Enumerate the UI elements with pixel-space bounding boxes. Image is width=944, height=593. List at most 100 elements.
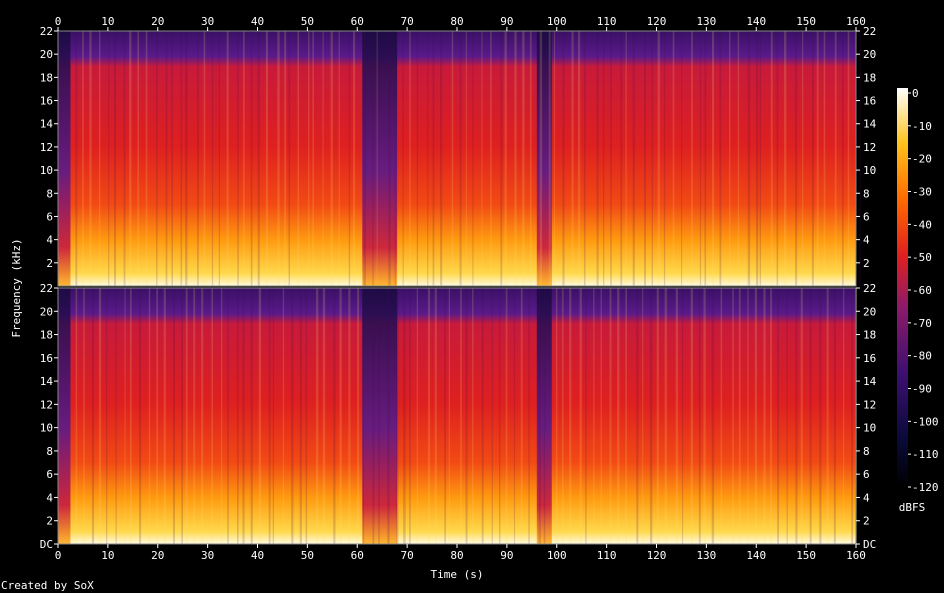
texture-stripe (277, 31, 280, 286)
y-tick-label: 12 (40, 398, 53, 411)
x-tick-label: 70 (401, 549, 414, 562)
texture-stripe (690, 288, 693, 544)
x-tick-label: 10 (101, 15, 114, 28)
texture-stripe (353, 31, 356, 286)
texture-stripe (823, 31, 826, 286)
texture-stripe (732, 288, 734, 544)
texture-stripe (448, 288, 451, 544)
texture-stripe (663, 31, 666, 286)
texture-stripe (83, 288, 85, 544)
texture-stripe (664, 288, 668, 544)
y-tick-label: 4 (46, 234, 53, 247)
y-tick-label: 18 (863, 71, 876, 84)
texture-stripe (603, 31, 605, 286)
texture-stripe (172, 288, 175, 544)
channel-2-field (58, 288, 856, 544)
colorbar-tick-label: -40 (912, 218, 932, 231)
texture-stripe (156, 31, 158, 286)
y-tick-label: 16 (40, 352, 53, 365)
x-tick-label: 160 (846, 15, 866, 28)
texture-stripe (451, 31, 454, 286)
spectrogram-channel-1 (57, 30, 862, 287)
texture-stripe (632, 31, 635, 286)
texture-stripe (651, 31, 653, 286)
y-tick-label: 8 (46, 445, 53, 458)
texture-stripe (538, 288, 541, 544)
texture-stripe (786, 288, 788, 544)
x-tick-label: 120 (647, 549, 667, 562)
texture-stripe (444, 288, 446, 544)
colorbar-tick-label: -80 (912, 350, 932, 363)
texture-stripe (826, 288, 829, 544)
x-tick-label: 90 (500, 549, 513, 562)
y-tick-label: DC (40, 538, 53, 551)
texture-stripe (625, 288, 628, 544)
texture-stripe (539, 31, 543, 286)
texture-stripe (747, 31, 751, 286)
y-tick-label: 14 (863, 375, 877, 388)
texture-stripe (577, 31, 581, 286)
texture-stripe (620, 31, 623, 286)
texture-stripe (137, 31, 140, 286)
texture-stripe (348, 31, 351, 286)
quiet-segment (536, 288, 552, 544)
texture-stripe (569, 288, 572, 544)
texture-stripe (339, 288, 342, 544)
texture-stripe (610, 31, 612, 286)
y-tick-label: 2 (46, 257, 53, 270)
texture-stripe (553, 31, 556, 286)
texture-stripe (472, 288, 474, 544)
y-tick-label: 18 (40, 71, 53, 84)
texture-stripe (490, 31, 492, 286)
texture-stripe (816, 31, 819, 286)
x-tick-label: 120 (647, 15, 667, 28)
x-tick-label: 80 (450, 15, 463, 28)
texture-stripe (513, 288, 516, 544)
texture-stripe (211, 288, 214, 544)
x-tick-label: 110 (597, 549, 617, 562)
y-tick-label: 6 (863, 210, 870, 223)
x-tick-label: 130 (696, 549, 716, 562)
x-tick-label: 100 (547, 15, 567, 28)
texture-stripe (770, 31, 773, 286)
y-tick-label: 2 (863, 257, 870, 270)
x-axis-top: 0 10 20 30 40 50 60 70 80 90 100 110 120 130 140 150 160 (55, 15, 866, 31)
texture-stripe (308, 31, 310, 286)
y-tick-label: 4 (863, 234, 870, 247)
texture-stripe (387, 288, 390, 544)
x-tick-label: 160 (846, 549, 866, 562)
texture-stripe (657, 31, 660, 286)
texture-stripe (108, 31, 110, 286)
texture-stripe (520, 288, 523, 544)
texture-stripe (129, 31, 132, 286)
x-tick-label: 50 (301, 15, 314, 28)
colorbar-tick-label: -20 (912, 153, 932, 166)
x-tick-label: 100 (547, 549, 567, 562)
texture-stripe (250, 288, 253, 544)
texture-stripe (312, 31, 314, 286)
colorbar-tick-label: -100 (912, 415, 939, 428)
texture-stripe (148, 288, 151, 544)
texture-stripe (305, 288, 308, 544)
texture-stripe (529, 31, 532, 286)
colorbar-tick-label: -30 (912, 186, 932, 199)
texture-stripe (763, 288, 766, 544)
x-axis-label: Time (s) (431, 568, 484, 581)
texture-stripe (747, 288, 749, 544)
y-tick-label: 14 (40, 118, 54, 131)
y-tick-label: 4 (863, 491, 870, 504)
texture-stripe (505, 288, 508, 544)
x-tick-label: 150 (796, 549, 816, 562)
texture-stripe (596, 31, 599, 286)
texture-stripe (562, 31, 565, 286)
texture-stripe (291, 288, 294, 544)
y-tick-label: 18 (40, 329, 53, 342)
texture-stripe (759, 31, 761, 286)
texture-stripe (89, 31, 92, 286)
texture-stripe (106, 288, 108, 544)
y-tick-label: 16 (40, 95, 53, 108)
texture-stripe (242, 288, 245, 544)
y-tick-label: 14 (40, 375, 54, 388)
x-axis-bottom: 0 10 20 30 40 50 60 70 80 90 100 110 120 130 140 150 160 (55, 544, 866, 562)
